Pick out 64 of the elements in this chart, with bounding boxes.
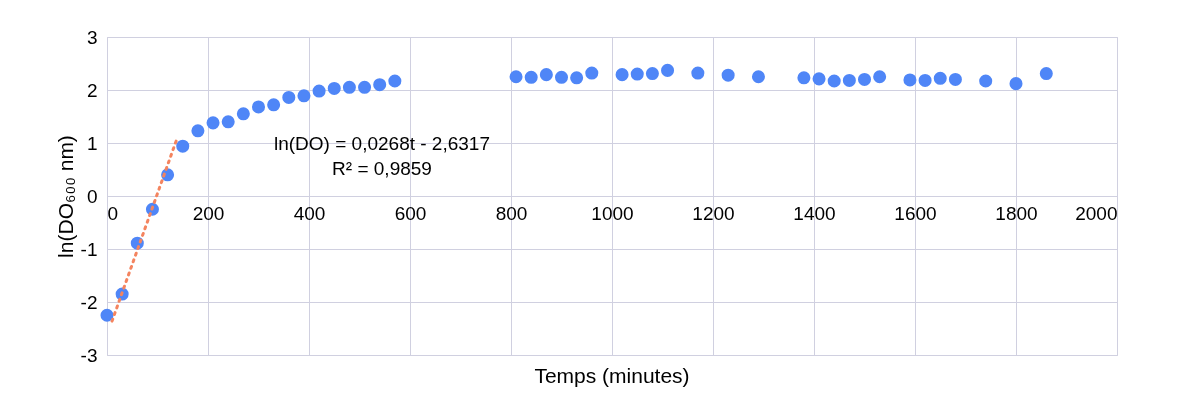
point [388, 74, 402, 88]
point [176, 139, 190, 153]
y-tick-label: 2 [86, 79, 98, 101]
point [615, 68, 629, 82]
point [979, 74, 993, 88]
x-axis-title: Temps (minutes) [534, 364, 690, 387]
point [509, 70, 523, 84]
point [630, 67, 644, 81]
point [751, 70, 765, 84]
y-tick-label: 1 [86, 132, 98, 154]
point [797, 71, 811, 85]
x-tick-label: 200 [192, 202, 225, 224]
point [842, 73, 856, 87]
point [918, 73, 932, 87]
point [691, 66, 705, 80]
point [1009, 77, 1023, 91]
point [312, 84, 326, 98]
x-tick-label: 1000 [591, 202, 634, 224]
point [206, 116, 220, 130]
annotation: R² = 0,9859 [332, 158, 432, 179]
x-tick-label: 2000 [1075, 202, 1118, 224]
point [221, 115, 235, 129]
point [342, 80, 356, 94]
point [327, 81, 341, 95]
point [100, 308, 114, 322]
x-tick-label: 1600 [894, 202, 937, 224]
point [236, 107, 250, 121]
point [585, 66, 599, 80]
point [721, 68, 735, 82]
point [282, 90, 296, 104]
point [873, 70, 887, 84]
point [191, 124, 205, 138]
x-tick-label: 400 [293, 202, 326, 224]
point [539, 68, 553, 82]
point [524, 70, 538, 84]
x-tick-label: 800 [495, 202, 528, 224]
x-tick-label: 1400 [793, 202, 836, 224]
annotation: ln(DO) = 0,0268t - 2,6317 [274, 133, 490, 154]
point [251, 100, 266, 114]
x-tick-label: 0 [107, 202, 119, 224]
point [903, 73, 917, 87]
point [933, 71, 947, 85]
y-tick-label: -3 [80, 344, 98, 366]
y-axis-title: ln(DO₆₀₀ nm) [53, 135, 77, 258]
point [645, 67, 659, 81]
x-tick-label: 1200 [692, 202, 735, 224]
point [267, 98, 281, 112]
point [358, 80, 372, 94]
point [570, 71, 584, 85]
x-tick-label: 1800 [995, 202, 1038, 224]
point [948, 72, 962, 86]
y-tick-label: -1 [80, 238, 98, 260]
point [857, 72, 872, 86]
y-tick-label: -2 [80, 291, 98, 313]
x-tick-label: 600 [394, 202, 427, 224]
point [373, 78, 387, 92]
point [661, 63, 675, 77]
point [554, 70, 569, 84]
y-tick-label: 3 [86, 26, 98, 48]
point [1039, 67, 1053, 81]
y-tick-label: 0 [86, 185, 98, 207]
point [297, 89, 311, 103]
point [812, 72, 826, 86]
point [827, 74, 841, 88]
